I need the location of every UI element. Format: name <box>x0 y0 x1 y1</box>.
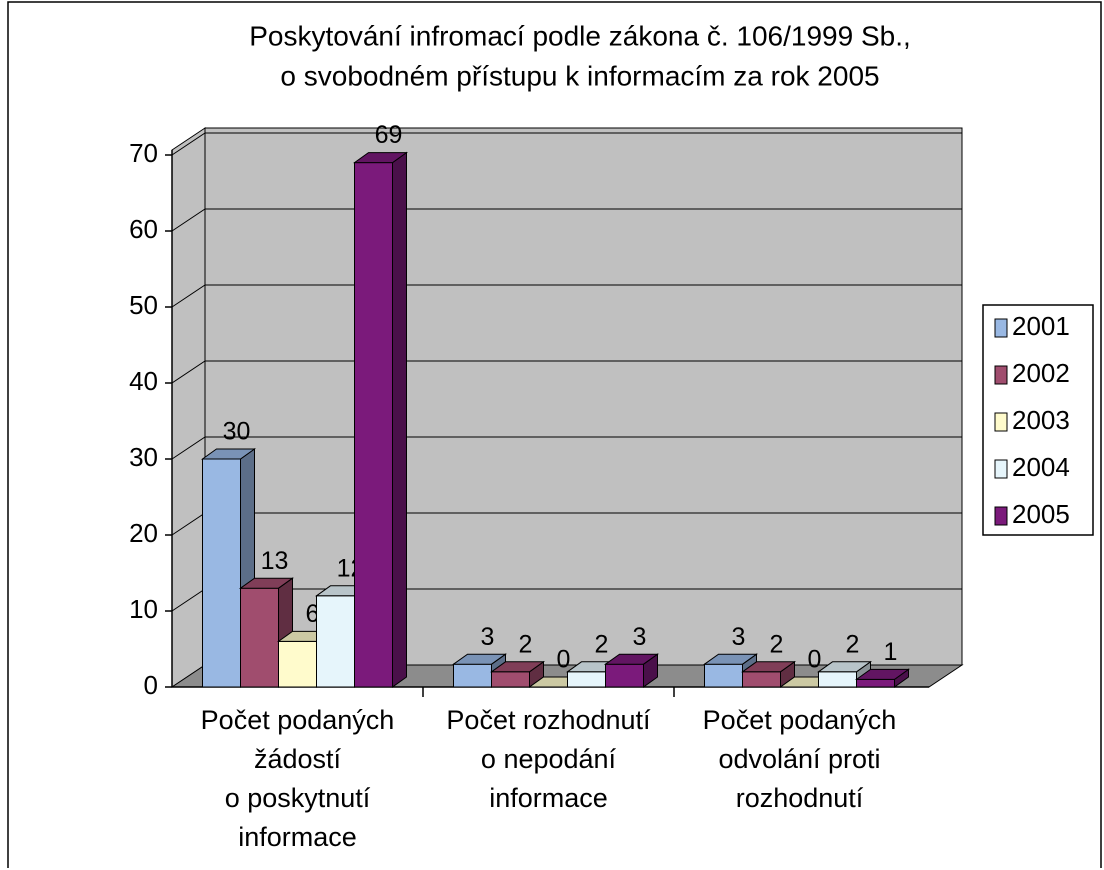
bar <box>567 671 606 688</box>
value-label: 69 <box>375 121 403 149</box>
bar-top <box>238 577 295 589</box>
bar <box>856 678 895 688</box>
x-tick-label: Počet podaných žádostí o poskytnutí informa… <box>201 705 395 852</box>
legend-label: 2004 <box>1012 452 1070 482</box>
bar <box>278 640 317 688</box>
bar <box>240 587 279 688</box>
bar-top <box>854 668 911 680</box>
grid-line <box>171 132 962 156</box>
bar-top <box>451 653 508 665</box>
value-label: 6 <box>306 600 320 628</box>
value-label: 2 <box>846 630 860 658</box>
y-tick-label: 60 <box>129 214 158 244</box>
bar <box>605 663 644 688</box>
legend-swatch <box>994 506 1008 526</box>
value-label: 0 <box>557 646 571 674</box>
grid-line <box>171 208 962 232</box>
bar <box>818 671 857 688</box>
value-label: 3 <box>481 623 495 651</box>
chart-frame <box>7 1 1102 868</box>
bar-top <box>352 152 409 164</box>
value-label: 3 <box>732 623 746 651</box>
value-label: 30 <box>223 418 251 446</box>
bar-top <box>489 661 546 673</box>
bar <box>316 595 355 688</box>
legend-label: 2003 <box>1012 405 1070 435</box>
bar-top <box>816 661 873 673</box>
value-label: 0 <box>808 646 822 674</box>
legend-label: 2002 <box>1012 358 1070 388</box>
y-tick-label: 30 <box>129 442 158 472</box>
legend-swatch <box>994 459 1008 479</box>
y-tick-label: 10 <box>129 594 158 624</box>
legend-swatch <box>994 365 1008 385</box>
bar-top <box>200 448 257 460</box>
grid-line <box>171 436 962 460</box>
legend-swatch <box>994 318 1008 338</box>
value-label: 3 <box>633 623 647 651</box>
chart-title: Poskytování infromací podle zákona č. 10… <box>249 20 911 51</box>
grid-line <box>171 284 962 308</box>
bar <box>453 663 492 688</box>
bar <box>202 458 241 688</box>
bar <box>491 671 530 688</box>
bar-top <box>740 661 797 673</box>
legend-swatch <box>994 412 1008 432</box>
legend-label: 2005 <box>1012 499 1070 529</box>
value-label: 13 <box>261 547 289 575</box>
value-label: 2 <box>519 630 533 658</box>
legend-label: 2001 <box>1012 311 1070 341</box>
bar <box>354 162 393 688</box>
x-tick-label: Počet rozhodnutí o nepodání informace <box>446 705 651 813</box>
y-tick-label: 0 <box>144 670 158 700</box>
bar-top <box>702 653 759 665</box>
y-tick-label: 50 <box>129 290 158 320</box>
bar-top <box>603 653 660 665</box>
y-tick-label: 70 <box>129 138 158 168</box>
bar-side <box>392 151 407 688</box>
y-tick-label: 20 <box>129 518 158 548</box>
grid-line <box>171 360 962 384</box>
bar <box>704 663 743 688</box>
value-label: 1 <box>884 638 898 666</box>
x-tick-label: Počet podaných odvolání proti rozhodnutí <box>703 705 897 813</box>
y-tick-label: 40 <box>129 366 158 396</box>
value-label: 2 <box>770 630 784 658</box>
value-label: 2 <box>595 630 609 658</box>
bar <box>742 671 781 688</box>
chart-title: o svobodném přístupu k informacím za rok… <box>280 60 879 91</box>
